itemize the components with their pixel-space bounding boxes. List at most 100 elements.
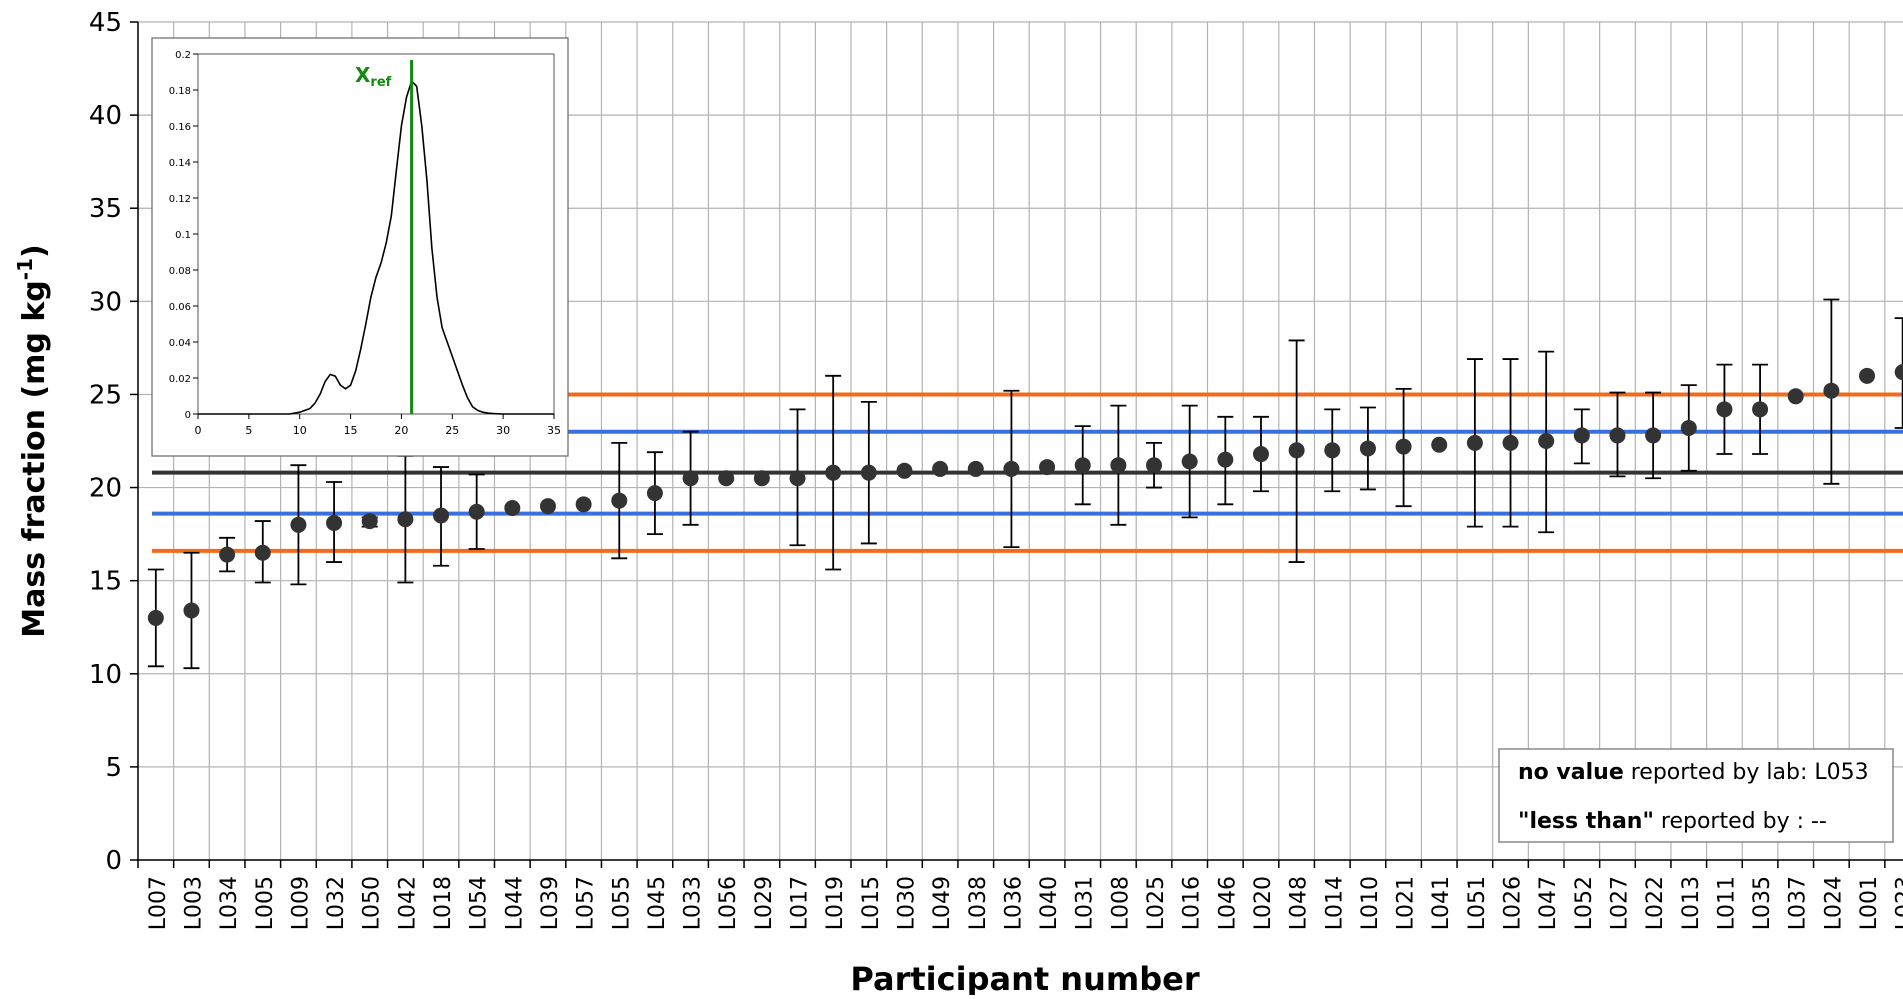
data-point <box>254 544 271 561</box>
data-point <box>1680 419 1697 436</box>
inset-y-tick-label: 0.1 <box>175 230 191 241</box>
y-tick-label: 5 <box>105 753 122 783</box>
data-point <box>682 470 699 487</box>
data-point <box>1716 401 1733 418</box>
x-tick-label: L017 <box>788 876 813 930</box>
data-point <box>433 507 450 524</box>
data-point <box>1538 433 1555 449</box>
data-point <box>1288 442 1305 459</box>
x-tick-label: L007 <box>146 876 171 930</box>
inset-y-tick-label: 0 <box>185 410 191 421</box>
y-tick-label: 30 <box>89 287 122 317</box>
inset-x-tick-label: 10 <box>293 424 307 437</box>
y-tick-label: 10 <box>89 660 122 690</box>
data-point <box>1787 388 1804 405</box>
x-tick-label: L011 <box>1714 876 1739 930</box>
data-point <box>397 511 414 528</box>
inset-xref-label: Xref <box>355 63 392 90</box>
data-point <box>860 464 877 481</box>
inset-x-tick-label: 35 <box>547 424 561 437</box>
x-tick-label: L015 <box>859 876 884 930</box>
y-tick-label: 40 <box>89 101 122 131</box>
data-point <box>896 462 913 479</box>
x-tick-label: L022 <box>1643 876 1668 930</box>
legend-box: no value reported by lab: L053 "less than… <box>1498 748 1894 843</box>
data-point <box>183 602 200 619</box>
legend-line-less-than: "less than" reported by : -- <box>1518 809 1827 834</box>
data-point <box>1823 382 1840 399</box>
x-tick-label: L038 <box>966 876 991 930</box>
data-point <box>290 516 307 533</box>
inset-x-tick-label: 15 <box>344 424 358 437</box>
x-tick-label: L034 <box>217 876 242 930</box>
inset-y-tick-label: 0.14 <box>169 158 191 169</box>
data-point <box>825 464 842 481</box>
y-tick-label: 0 <box>105 846 122 876</box>
x-tick-label: L024 <box>1821 876 1846 930</box>
data-point <box>1466 434 1483 451</box>
x-tick-label: L040 <box>1037 876 1062 930</box>
inset-x-tick-label: 25 <box>445 424 459 437</box>
data-point <box>611 492 628 509</box>
x-tick-label: L035 <box>1750 876 1775 930</box>
data-point <box>326 514 343 531</box>
data-point <box>1181 453 1198 470</box>
x-tick-label: L047 <box>1536 876 1561 930</box>
x-tick-label: L037 <box>1786 876 1811 930</box>
data-point <box>718 470 735 487</box>
inset-y-tick-label: 0.12 <box>169 194 191 205</box>
x-tick-label: L045 <box>645 876 670 930</box>
inset-y-tick-label: 0.16 <box>169 122 191 133</box>
x-tick-label: L051 <box>1465 876 1490 930</box>
x-axis-title: Participant number <box>850 960 1199 995</box>
inset-y-tick-label: 0.18 <box>169 86 191 97</box>
x-tick-label: L044 <box>502 876 527 930</box>
inset-x-tick-label: 30 <box>496 424 510 437</box>
x-tick-label: L029 <box>752 876 777 930</box>
x-tick-label: L056 <box>716 876 741 930</box>
inset-x-tick-label: 5 <box>245 424 252 437</box>
x-tick-label: L005 <box>253 876 278 930</box>
x-tick-label: L036 <box>1001 876 1026 930</box>
x-tick-label: L010 <box>1358 876 1383 930</box>
y-tick-label: 35 <box>89 194 122 224</box>
x-tick-label: L027 <box>1607 876 1632 930</box>
x-tick-label: L020 <box>1251 876 1276 930</box>
data-point <box>753 470 770 487</box>
inset-y-tick-label: 0.2 <box>175 50 191 61</box>
data-point <box>1110 457 1127 474</box>
data-point <box>1502 434 1519 451</box>
x-tick-label: L033 <box>681 876 706 930</box>
x-tick-label: L026 <box>1501 876 1526 930</box>
inset-y-tick-label: 0.08 <box>169 266 191 277</box>
data-point <box>967 460 984 477</box>
x-tick-label: L003 <box>181 876 206 930</box>
legend-box-frame <box>1498 748 1894 843</box>
data-point <box>1573 427 1590 444</box>
x-tick-label: L013 <box>1679 876 1704 930</box>
data-point <box>1252 446 1269 463</box>
data-point <box>932 460 949 477</box>
x-tick-label: L021 <box>1394 876 1419 930</box>
x-tick-label: L046 <box>1215 876 1240 930</box>
data-point <box>1395 438 1412 455</box>
inset-chart: 0 5 10 15 20 25 30 35 0 0.02 0.04 0.06 0.08 0.1 0.12 0.… <box>151 37 569 457</box>
inset-density-curve <box>198 79 554 415</box>
data-point <box>1324 442 1341 459</box>
x-tick-label: L014 <box>1322 876 1347 930</box>
x-tick-label: L039 <box>538 876 563 930</box>
data-point <box>219 546 236 563</box>
x-tick-label: L048 <box>1287 876 1312 930</box>
data-point <box>575 496 592 513</box>
data-point <box>539 498 556 515</box>
data-point <box>1074 457 1091 474</box>
data-point <box>1359 440 1376 457</box>
x-tick-label: L016 <box>1180 876 1205 930</box>
x-tick-label: L049 <box>930 876 955 930</box>
inset-x-tick-label: 20 <box>394 424 408 437</box>
x-tick-label: L030 <box>894 876 919 930</box>
inset-y-tick-label: 0.04 <box>169 338 191 349</box>
x-tick-label: L001 <box>1857 876 1882 930</box>
x-tick-label: L032 <box>324 876 349 930</box>
